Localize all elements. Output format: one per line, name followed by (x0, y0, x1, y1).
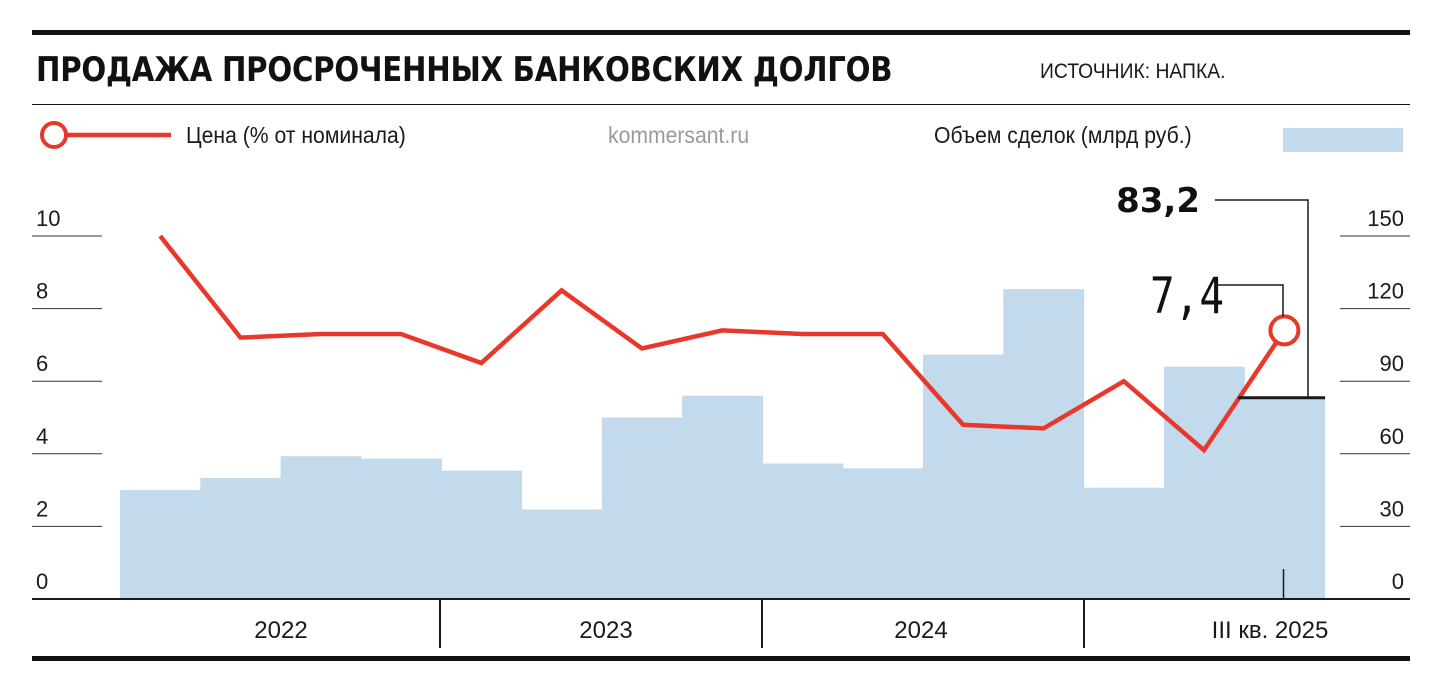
top-rule (32, 30, 1410, 35)
volume-bar (521, 509, 603, 599)
price-last-marker (1268, 314, 1301, 347)
year-label: 2024 (894, 617, 947, 644)
chart-title: ПРОДАЖА ПРОСРОЧЕННЫХ БАНКОВСКИХ ДОЛГОВ (36, 50, 893, 90)
volume-bar (120, 490, 201, 599)
watermark: kommersant.ru (608, 122, 750, 148)
right-tick-label: 0 (1392, 569, 1404, 594)
price-callout-value: 7,4 (1150, 267, 1224, 325)
volume-bar (842, 468, 924, 599)
volume-bar (1163, 366, 1245, 599)
price-legend-circle (40, 121, 68, 149)
price-line (158, 234, 1287, 454)
volume-legend-label: Объем сделок (млрд руб.) (934, 122, 1192, 148)
left-tick-label: 0 (36, 569, 48, 594)
volume-callout-value: 83,2 (1116, 181, 1200, 221)
volume-bar (360, 458, 442, 599)
volume-bar (200, 478, 282, 599)
volume-bar (280, 456, 362, 599)
volume-bar (1244, 397, 1326, 599)
volume-bar (1083, 487, 1165, 599)
right-tick-label: 150 (1367, 206, 1404, 231)
volume-bar (762, 463, 844, 599)
price-legend-label: Цена (% от номинала) (186, 122, 406, 148)
left-tick-label: 4 (36, 424, 48, 449)
right-tick-label: 60 (1380, 424, 1404, 449)
volume-bar (601, 417, 683, 599)
year-label: 2022 (254, 617, 307, 644)
header-divider (32, 104, 1410, 105)
volume-bar (1003, 289, 1085, 599)
bottom-rule (32, 656, 1410, 661)
right-tick-label: 30 (1380, 496, 1404, 521)
left-tick-label: 2 (36, 496, 48, 521)
left-tick-label: 6 (36, 351, 48, 376)
year-label: III кв. 2025 (1212, 617, 1329, 644)
volume-bar (682, 395, 763, 599)
price-callout-leader (1215, 284, 1284, 317)
volume-callout-leader (1215, 199, 1309, 398)
right-tick-label: 120 (1367, 279, 1404, 304)
left-tick-label: 8 (36, 279, 48, 304)
price-legend-marker (40, 121, 171, 149)
right-tick-label: 90 (1380, 351, 1404, 376)
year-label: 2023 (579, 617, 632, 644)
volume-legend-swatch (1283, 128, 1403, 152)
volume-bar (441, 470, 523, 599)
source-note: ИСТОЧНИК: НАПКА. (1040, 60, 1226, 83)
left-tick-label: 10 (36, 206, 60, 231)
